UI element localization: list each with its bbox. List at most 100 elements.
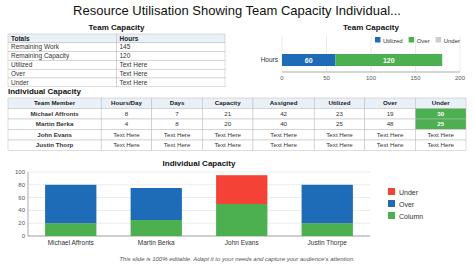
cell-text: Text Here <box>377 141 404 148</box>
legend-swatch <box>388 200 395 207</box>
table-cell <box>415 109 466 120</box>
chart-title: Individual Capacity <box>163 159 236 168</box>
cell-text: John Evans <box>37 131 72 138</box>
cell-text: 145 <box>120 43 131 50</box>
table: Team CapacityTotalsHoursRemaining Work14… <box>8 23 225 87</box>
legend-swatch <box>388 212 395 219</box>
tick-label: 100 <box>366 75 377 81</box>
column-header: Hours <box>120 35 139 42</box>
cell-text: Utilized <box>11 61 33 68</box>
table-cell <box>152 109 203 120</box>
bars <box>282 54 442 66</box>
bar <box>302 185 353 223</box>
table-title: Individual Capacity <box>8 87 81 96</box>
column-header: Capacity <box>215 99 241 106</box>
legend: UnderOverUtilized <box>375 37 460 44</box>
table-cell <box>202 109 253 120</box>
table-cell <box>8 109 101 120</box>
cell-text: Text Here <box>113 141 140 148</box>
axis-line <box>28 172 29 236</box>
cell-text: Text Here <box>120 61 148 68</box>
table-cell <box>8 69 117 78</box>
table-cell <box>314 119 365 130</box>
tick-label: 0 <box>280 75 284 81</box>
legend-swatch <box>409 37 415 43</box>
cell-text: 21 <box>224 110 231 117</box>
table-cell <box>202 130 253 141</box>
cell-text: Text Here <box>270 131 297 138</box>
bar-chart: Team Capacity05010015020060120HoursUnder… <box>261 23 466 81</box>
cell-text: 8 <box>175 120 179 127</box>
cell-text: 48 <box>387 120 394 127</box>
cell-text: Remaining Capacity <box>11 52 70 60</box>
cell-text: 40 <box>280 120 287 127</box>
cell-text: Text Here <box>164 131 191 138</box>
cell-text: 23 <box>336 110 343 117</box>
column-header: Under <box>432 99 450 106</box>
table-cell <box>365 119 416 130</box>
cell-text: 20 <box>224 120 231 127</box>
bar <box>302 184 353 185</box>
column-header: Hours/Day <box>111 99 143 106</box>
cell-text: 42 <box>280 110 287 117</box>
header-cell <box>253 98 314 109</box>
header-cell <box>202 98 253 109</box>
tick-label: 50 <box>323 75 330 81</box>
column-header: Utilized <box>329 99 351 106</box>
table-cell <box>117 78 226 87</box>
legend-label: Utilized <box>383 38 403 44</box>
bar <box>216 204 267 236</box>
table-cell <box>365 109 416 120</box>
cell-text: Text Here <box>377 131 404 138</box>
category-label: John Evans <box>225 239 260 246</box>
bar <box>45 185 96 223</box>
table-cell <box>117 43 226 52</box>
column-header: Assigned <box>270 99 298 106</box>
table-cell <box>253 109 314 120</box>
table-cell <box>202 140 253 151</box>
column-header: Over <box>383 99 398 106</box>
category-label: Martin Berka <box>138 239 175 246</box>
tick-label: 0 <box>22 233 26 239</box>
cell-text: 30 <box>437 110 444 117</box>
cell-text: 19 <box>387 110 394 117</box>
table-cell <box>314 109 365 120</box>
cell-text: 120 <box>120 52 131 59</box>
legend: UnderOverColumn <box>388 188 423 220</box>
data-label: 60 <box>305 57 313 64</box>
table-cell <box>253 140 314 151</box>
bar <box>131 220 182 236</box>
table-cell <box>117 69 226 78</box>
table-cell <box>101 130 152 141</box>
header-cell <box>117 34 226 43</box>
tick-label: 100 <box>15 169 26 175</box>
table-cell <box>415 119 466 130</box>
cell-text: 8 <box>125 110 129 117</box>
header-cell <box>8 98 101 109</box>
tick-label: 200 <box>455 75 466 81</box>
cell-text: Text Here <box>427 141 454 148</box>
cell-text: 25 <box>437 120 444 127</box>
category-label: Michael Affronts <box>48 239 95 246</box>
table-title: Team Capacity <box>89 23 145 32</box>
bar-chart: Individual Capacity020406080100Michael A… <box>15 159 423 247</box>
cell-text: 7 <box>175 110 179 117</box>
table-cell <box>8 52 117 61</box>
legend-label: Under <box>444 38 460 44</box>
bar <box>131 188 182 220</box>
table-cell <box>117 52 226 61</box>
table-cell <box>152 119 203 130</box>
legend-label: Under <box>399 189 419 196</box>
cell-text: Text Here <box>326 141 353 148</box>
table-cell <box>365 140 416 151</box>
table-cell <box>8 119 101 130</box>
bar <box>335 54 442 66</box>
category-label: Hours <box>261 56 279 63</box>
cell-text: Text Here <box>427 131 454 138</box>
cell-text: Text Here <box>326 131 353 138</box>
cell-text: Justin Thorp <box>36 141 74 148</box>
table-cell <box>8 78 117 87</box>
bars <box>45 175 353 236</box>
cell-text: Text Here <box>214 131 241 138</box>
cell-text: 25 <box>336 120 343 127</box>
